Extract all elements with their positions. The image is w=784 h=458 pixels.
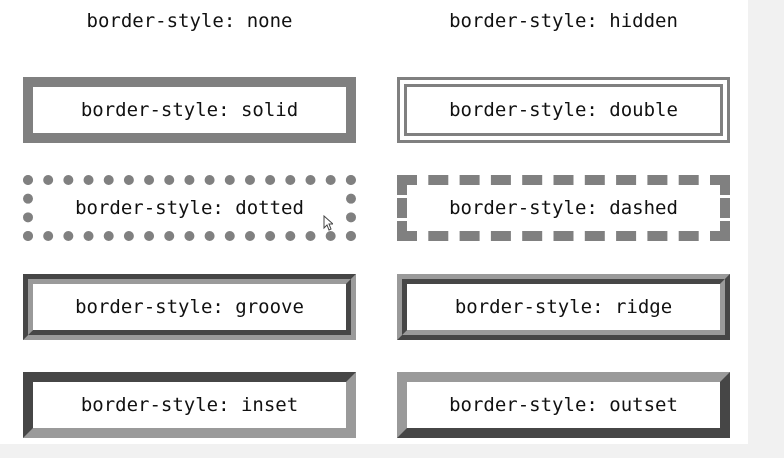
border-none-box: border-style: none xyxy=(23,0,356,54)
border-dashed-label: border-style: dashed xyxy=(449,197,678,219)
bottom-gutter xyxy=(0,444,784,458)
mouse-pointer-icon xyxy=(323,215,333,231)
border-ridge-box: border-style: ridge xyxy=(397,274,730,340)
border-groove-box: border-style: groove xyxy=(23,274,356,340)
border-ridge-label: border-style: ridge xyxy=(454,296,673,318)
border-double-box: border-style: double xyxy=(397,77,730,143)
border-groove-label: border-style: groove xyxy=(75,296,304,318)
border-inset-box: border-style: inset xyxy=(23,372,356,438)
border-inset-label: border-style: inset xyxy=(80,394,299,416)
border-outset-box: border-style: outset xyxy=(397,372,730,438)
border-solid-label: border-style: solid xyxy=(80,99,299,121)
border-hidden-box: border-style: hidden xyxy=(397,0,730,54)
border-outset-label: border-style: outset xyxy=(449,394,678,416)
right-gutter xyxy=(748,0,784,458)
border-hidden-label: border-style: hidden xyxy=(449,10,678,32)
border-double-label: border-style: double xyxy=(449,99,678,121)
border-dotted-label: border-style: dotted xyxy=(75,197,304,219)
border-none-label: border-style: none xyxy=(86,10,293,32)
border-solid-box: border-style: solid xyxy=(23,77,356,143)
border-dotted-box: border-style: dotted xyxy=(23,175,356,241)
border-dashed-box: border-style: dashed xyxy=(397,175,730,241)
